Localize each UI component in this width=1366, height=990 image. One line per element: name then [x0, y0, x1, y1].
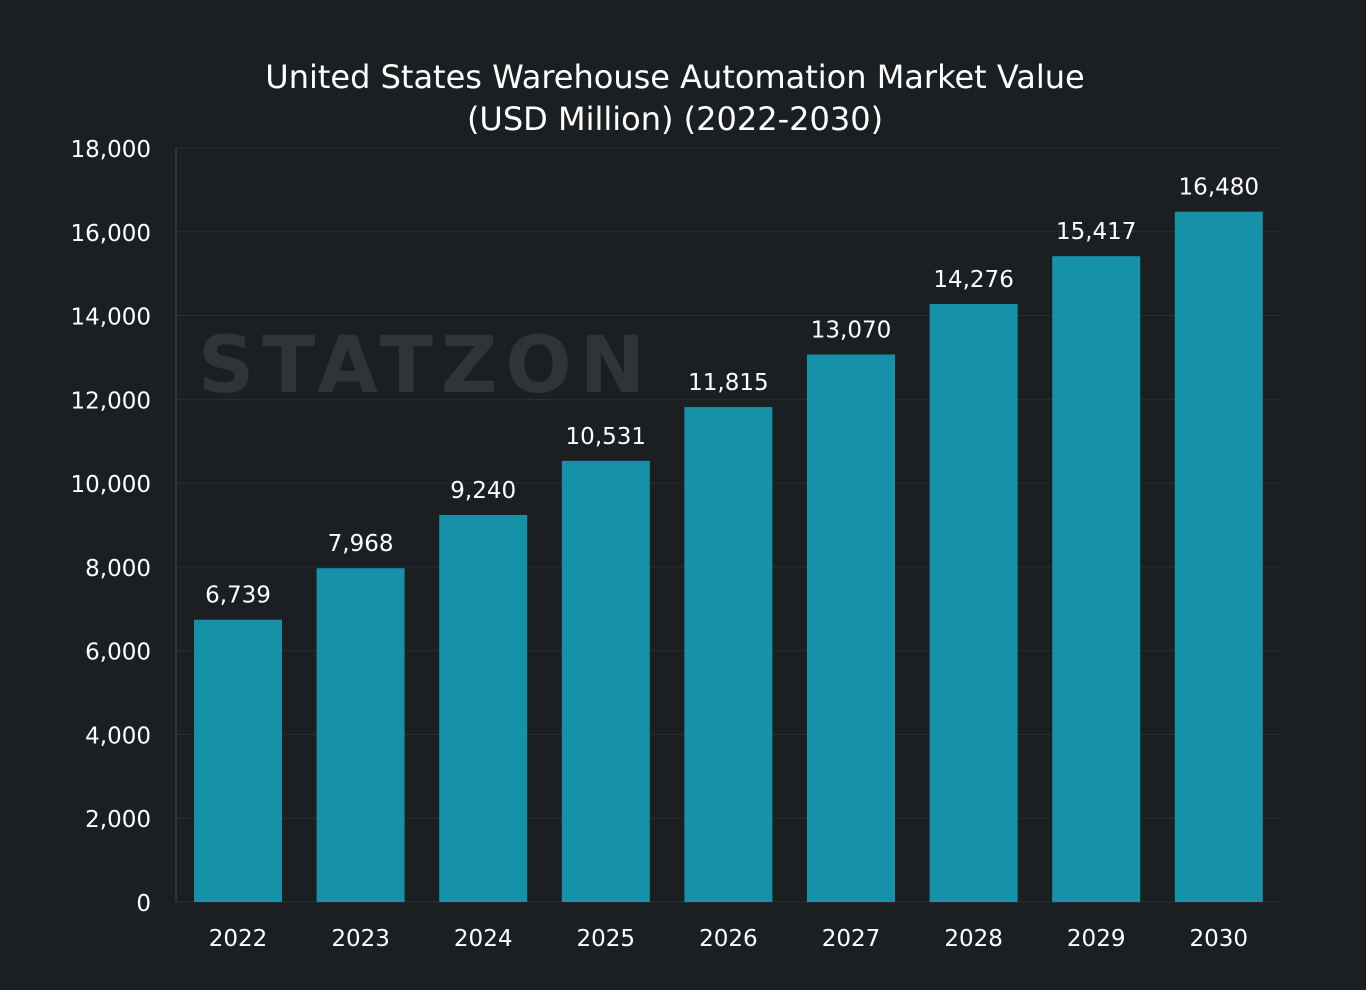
y-tick-label: 10,000: [71, 472, 151, 498]
data-label: 7,968: [328, 531, 394, 557]
bar-2029: [1052, 256, 1141, 903]
bar-2022: [194, 619, 282, 902]
x-tick-label: 2024: [454, 926, 513, 952]
x-tick-label: 2025: [577, 926, 636, 952]
x-axis-ticks: 2022 2023 2024 2025 2026 2027 2028 2029 2030: [209, 926, 1248, 952]
x-tick-label: 2030: [1190, 926, 1249, 952]
y-tick-label: 0: [136, 891, 151, 917]
bar-2023: [316, 568, 405, 902]
data-label: 13,070: [811, 318, 891, 344]
x-tick-label: 2026: [699, 926, 758, 952]
watermark-logo: STATZON: [198, 321, 653, 411]
bar-2027: [807, 354, 895, 902]
x-tick-label: 2022: [209, 926, 268, 952]
data-label: 16,480: [1179, 175, 1259, 201]
y-tick-label: 14,000: [71, 305, 151, 331]
data-label: 9,240: [450, 478, 516, 504]
y-tick-label: 12,000: [71, 388, 151, 414]
y-axis-ticks: 0 2,000 4,000 6,000 8,000 10,000 12,000 14,000 1…: [71, 137, 151, 917]
chart-title-line1: United States Warehouse Automation Marke…: [265, 58, 1085, 96]
x-tick-label: 2029: [1067, 926, 1126, 952]
data-label: 14,276: [933, 267, 1013, 293]
y-tick-label: 16,000: [71, 221, 151, 247]
data-label: 6,739: [205, 583, 271, 609]
y-tick-label: 4,000: [85, 723, 151, 749]
bar-2030: [1174, 211, 1263, 902]
bars: [194, 211, 1263, 903]
data-labels: 6,739 7,968 9,240 10,531 11,815 13,070 14,276 1…: [205, 175, 1259, 609]
x-tick-label: 2027: [822, 926, 881, 952]
y-tick-label: 6,000: [85, 640, 151, 666]
chart-title: United States Warehouse Automation Marke…: [0, 56, 1350, 140]
data-label: 15,417: [1056, 219, 1136, 245]
y-tick-label: 8,000: [85, 556, 151, 582]
y-tick-label: 18,000: [71, 137, 151, 163]
x-tick-label: 2028: [944, 926, 1003, 952]
x-tick-label: 2023: [331, 926, 390, 952]
bar-2028: [929, 303, 1018, 902]
chart-title-line2: (USD Million) (2022-2030): [466, 100, 884, 138]
bar-2024: [439, 514, 528, 902]
bar-2026: [684, 407, 773, 902]
data-label: 11,815: [688, 370, 768, 396]
y-tick-label: 2,000: [85, 807, 151, 833]
data-label: 10,531: [566, 424, 646, 450]
bar-2025: [561, 460, 650, 902]
